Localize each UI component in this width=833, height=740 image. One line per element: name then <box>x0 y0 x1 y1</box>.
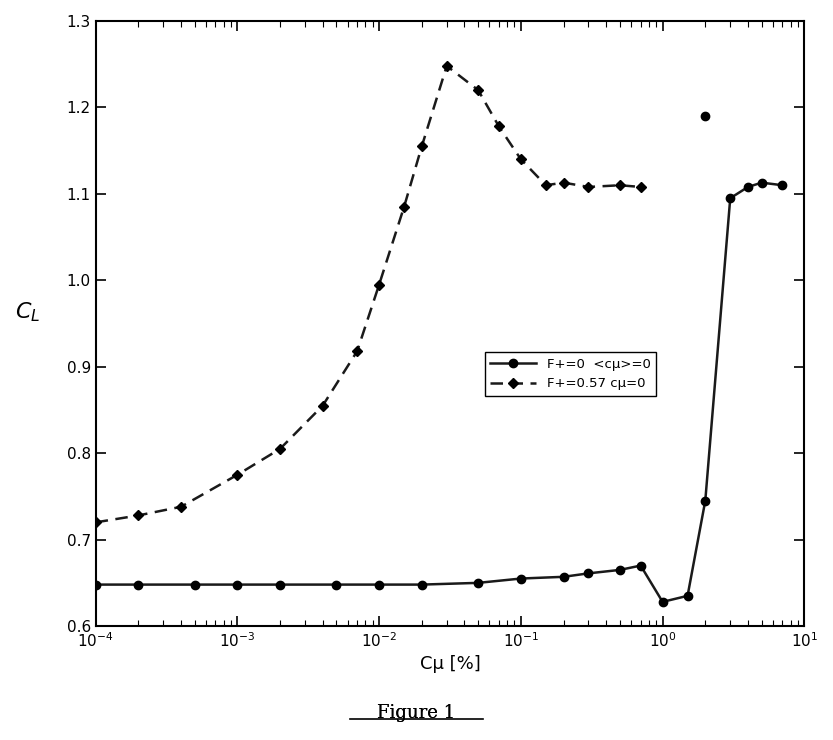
F+=0.57 cμ=0 <box>441 61 451 70</box>
F+=0  <cμ>=0 <box>726 194 736 203</box>
F+=0.57 cμ=0 <box>399 203 409 212</box>
F+=0  <cμ>=0 <box>473 579 483 588</box>
F+=0.57 cμ=0 <box>615 181 625 189</box>
F+=0  <cμ>=0 <box>615 565 625 574</box>
F+=0  <cμ>=0 <box>232 580 242 589</box>
F+=0.57 cμ=0 <box>275 445 285 454</box>
F+=0.57 cμ=0 <box>516 155 526 164</box>
F+=0.57 cμ=0 <box>91 518 101 527</box>
F+=0.57 cμ=0 <box>541 181 551 189</box>
F+=0  <cμ>=0 <box>559 572 569 581</box>
Line: F+=0  <cμ>=0: F+=0 <cμ>=0 <box>92 178 786 606</box>
F+=0  <cμ>=0 <box>636 561 646 570</box>
F+=0  <cμ>=0 <box>743 183 753 192</box>
F+=0.57 cμ=0 <box>473 86 483 95</box>
F+=0.57 cμ=0 <box>636 183 646 192</box>
F+=0.57 cμ=0 <box>317 401 327 410</box>
X-axis label: Cμ [%]: Cμ [%] <box>420 655 481 673</box>
F+=0  <cμ>=0 <box>756 178 766 187</box>
F+=0.57 cμ=0 <box>374 280 384 289</box>
F+=0  <cμ>=0 <box>332 580 342 589</box>
F+=0  <cμ>=0 <box>777 181 787 189</box>
Line: F+=0.57 cμ=0: F+=0.57 cμ=0 <box>92 62 644 526</box>
F+=0.57 cμ=0 <box>352 347 362 356</box>
F+=0.57 cμ=0 <box>232 471 242 480</box>
F+=0  <cμ>=0 <box>275 580 285 589</box>
F+=0  <cμ>=0 <box>701 497 711 505</box>
F+=0  <cμ>=0 <box>133 580 143 589</box>
Text: Figure 1: Figure 1 <box>377 704 456 722</box>
F+=0.57 cμ=0 <box>583 183 593 192</box>
F+=0.57 cμ=0 <box>559 178 569 187</box>
F+=0.57 cμ=0 <box>494 122 504 131</box>
F+=0  <cμ>=0 <box>657 597 667 606</box>
F+=0  <cμ>=0 <box>583 569 593 578</box>
F+=0  <cμ>=0 <box>516 574 526 583</box>
F+=0  <cμ>=0 <box>682 591 692 600</box>
F+=0.57 cμ=0 <box>133 511 143 520</box>
F+=0  <cμ>=0 <box>91 580 101 589</box>
Y-axis label: $C_L$: $C_L$ <box>15 300 40 323</box>
Text: Figure 1: Figure 1 <box>377 704 456 722</box>
F+=0.57 cμ=0 <box>416 142 426 151</box>
F+=0  <cμ>=0 <box>190 580 200 589</box>
F+=0.57 cμ=0 <box>176 502 186 511</box>
Legend: F+=0  <cμ>=0, F+=0.57 cμ=0: F+=0 <cμ>=0, F+=0.57 cμ=0 <box>485 352 656 396</box>
F+=0  <cμ>=0 <box>374 580 384 589</box>
F+=0  <cμ>=0 <box>416 580 426 589</box>
